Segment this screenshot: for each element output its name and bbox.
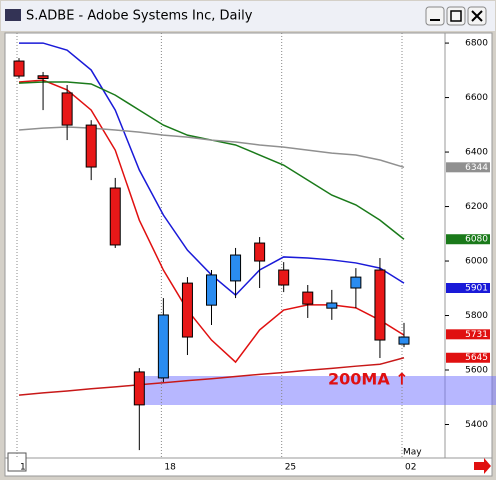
- annotation: 200MA ↑: [328, 370, 409, 389]
- candle-body: [350, 276, 362, 289]
- last-value-label: 5645: [465, 353, 488, 363]
- minimize-button[interactable]: [425, 6, 445, 26]
- x-tick-label: 25: [285, 463, 296, 473]
- candle-body: [230, 254, 242, 282]
- scroll-arrow[interactable]: [474, 458, 491, 474]
- last-value-box: [446, 352, 490, 363]
- maximize-button[interactable]: [446, 6, 466, 26]
- candle-body: [206, 274, 217, 306]
- y-tick-label: 6000: [465, 257, 488, 267]
- last-value-label: 5901: [465, 284, 488, 294]
- x-tick-label: 1: [20, 463, 26, 473]
- candle-body: [85, 124, 97, 168]
- candle-body: [302, 291, 314, 305]
- window-buttons[interactable]: [425, 6, 487, 26]
- candle-body: [181, 282, 193, 338]
- last-value-label: 6080: [465, 235, 488, 245]
- moving-average-line: [18, 79, 405, 364]
- window-title: S.ADBE - Adobe Systems Inc, Daily: [26, 9, 253, 24]
- month-label: May: [403, 448, 422, 458]
- last-value-label: 5731: [465, 330, 488, 340]
- candle-body: [398, 336, 410, 345]
- date-axis: [4, 457, 493, 477]
- title-bar: [1, 1, 495, 31]
- last-value-box: [446, 162, 490, 173]
- close-icon: [471, 10, 483, 22]
- last-value-label: 6344: [465, 163, 488, 173]
- y-tick-label: 6400: [465, 148, 488, 158]
- support-band: [140, 376, 496, 405]
- candle-body: [254, 242, 266, 262]
- candle-body: [374, 269, 386, 341]
- candle-body: [326, 302, 338, 309]
- plot: 5400 5600 5800 6000 6200 6400 6600 6800 1 18 25 02 M…: [13, 33, 490, 473]
- moving-average-line: [18, 126, 405, 169]
- candle-body: [278, 269, 290, 286]
- candle-body: [37, 75, 49, 79]
- last-value-box: [446, 234, 490, 245]
- y-tick-label: 6200: [465, 202, 488, 212]
- candle-body: [157, 314, 169, 379]
- moving-average-line: [18, 357, 405, 396]
- candle-body: [13, 60, 25, 77]
- candle-body: [109, 187, 121, 246]
- y-tick-label: 5800: [465, 311, 488, 321]
- candle-body: [61, 92, 73, 126]
- y-tick-label: 6800: [465, 39, 488, 49]
- y-tick-label: 6600: [465, 93, 488, 103]
- y-tick-label: 5600: [465, 366, 488, 376]
- last-value-box: [446, 283, 490, 293]
- x-tick-label: 02: [405, 463, 416, 473]
- last-value-box: [446, 329, 490, 340]
- window-icon: [5, 9, 21, 21]
- maximize-icon: [450, 10, 462, 22]
- x-tick-label: 18: [164, 463, 176, 473]
- candle-body: [133, 371, 145, 406]
- y-tick-label: 5400: [465, 420, 488, 430]
